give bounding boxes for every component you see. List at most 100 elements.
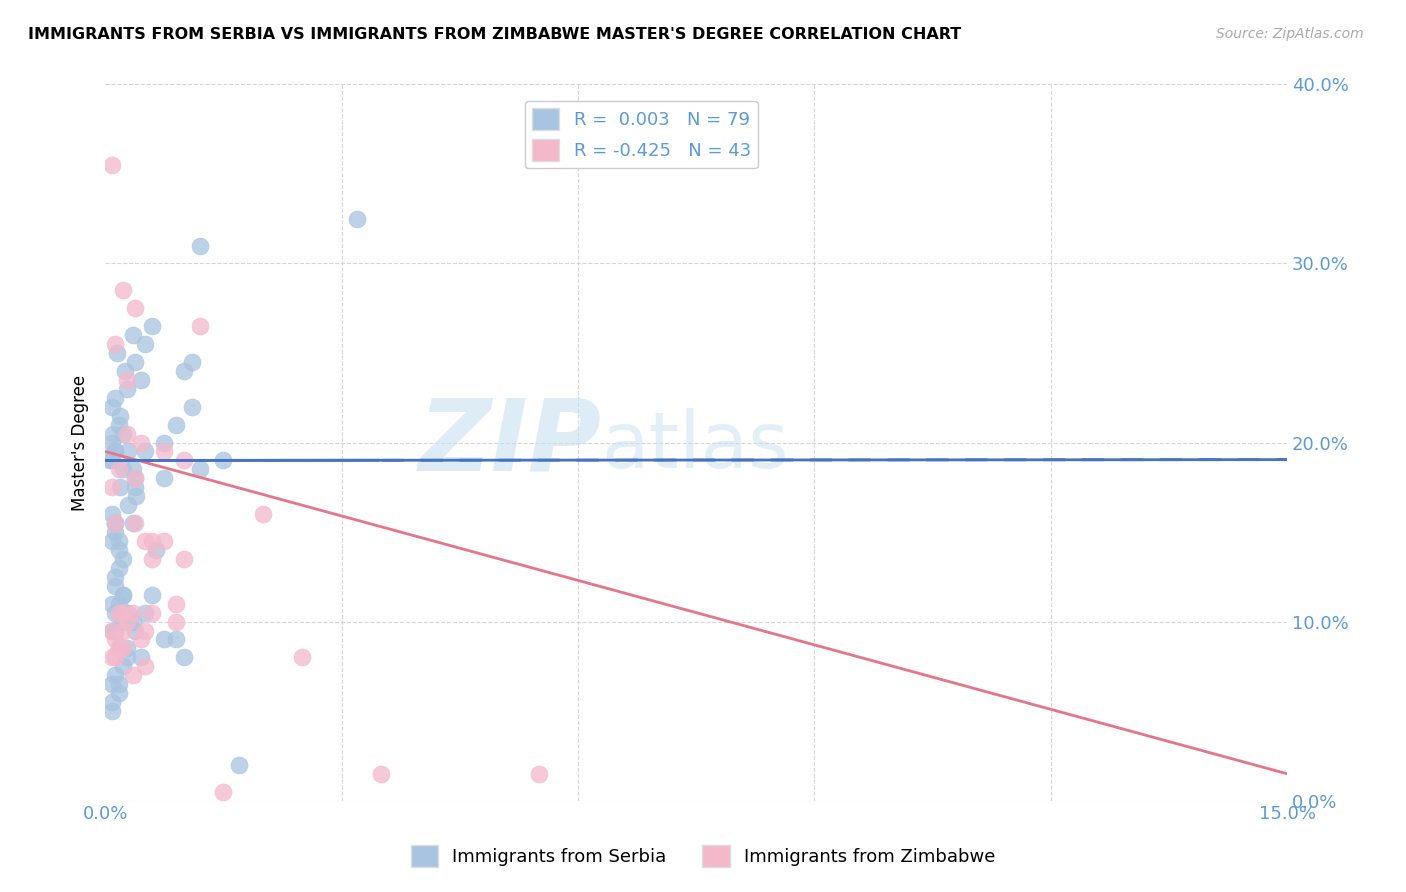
Point [108,543,131,558]
Point [104,444,127,458]
Point [101,480,124,494]
Point [108,677,131,691]
Point [121,668,143,682]
Point [212,453,235,467]
Point [108,480,131,494]
Point [180,400,202,414]
Point [124,480,146,494]
Point [165,615,187,629]
Point [104,624,127,638]
Point [104,516,127,530]
Point [111,615,134,629]
Point [101,435,124,450]
Point [108,534,131,549]
Point [108,606,131,620]
Point [108,561,131,575]
Point [111,588,134,602]
Point [108,409,131,423]
Y-axis label: Master's Degree: Master's Degree [72,375,89,510]
Point [117,382,139,396]
Point [141,319,163,334]
Point [188,319,211,334]
Point [141,588,163,602]
Point [111,426,134,441]
Point [117,498,139,512]
Point [114,364,136,378]
Text: ZIP: ZIP [419,394,602,491]
Point [117,650,139,665]
Legend: Immigrants from Serbia, Immigrants from Zimbabwe: Immigrants from Serbia, Immigrants from … [404,838,1002,874]
Point [108,686,131,700]
Point [252,507,274,521]
Point [104,570,127,584]
Point [101,597,124,611]
Point [180,355,202,369]
Point [101,650,124,665]
Point [117,606,139,620]
Point [153,632,176,647]
Point [129,373,152,387]
Point [101,624,124,638]
Point [141,606,163,620]
Point [291,650,314,665]
Text: Source: ZipAtlas.com: Source: ZipAtlas.com [1216,27,1364,41]
Point [101,624,124,638]
Point [173,364,195,378]
Point [108,641,131,656]
Point [101,534,124,549]
Point [104,444,127,458]
Point [134,444,156,458]
Point [129,435,152,450]
Point [108,597,131,611]
Point [173,453,195,467]
Point [129,632,152,647]
Point [346,211,368,226]
Point [134,624,156,638]
Point [145,543,167,558]
Point [121,462,143,476]
Point [104,516,127,530]
Point [153,435,176,450]
Point [124,301,146,316]
Point [134,337,156,351]
Point [141,552,163,566]
Point [121,516,143,530]
Point [124,355,146,369]
Point [111,659,134,673]
Point [111,552,134,566]
Point [173,552,195,566]
Point [173,650,195,665]
Point [108,417,131,432]
Point [153,471,176,485]
Point [370,766,392,780]
Point [228,757,250,772]
Point [121,606,143,620]
Point [101,507,124,521]
Point [111,606,134,620]
Point [111,588,134,602]
Point [104,579,127,593]
Point [165,597,187,611]
Point [129,650,152,665]
Point [98,453,121,467]
Point [153,444,176,458]
Point [100,400,122,414]
Point [121,615,143,629]
Point [141,534,163,549]
Point [101,453,124,467]
Point [101,158,124,172]
Point [101,695,124,709]
Point [124,471,146,485]
Point [134,534,156,549]
Point [104,337,127,351]
Point [117,373,139,387]
Point [117,615,139,629]
Point [527,766,550,780]
Point [104,391,127,405]
Point [105,346,128,360]
Point [111,641,134,656]
Point [104,668,127,682]
Point [104,650,127,665]
Point [124,516,146,530]
Point [117,444,139,458]
